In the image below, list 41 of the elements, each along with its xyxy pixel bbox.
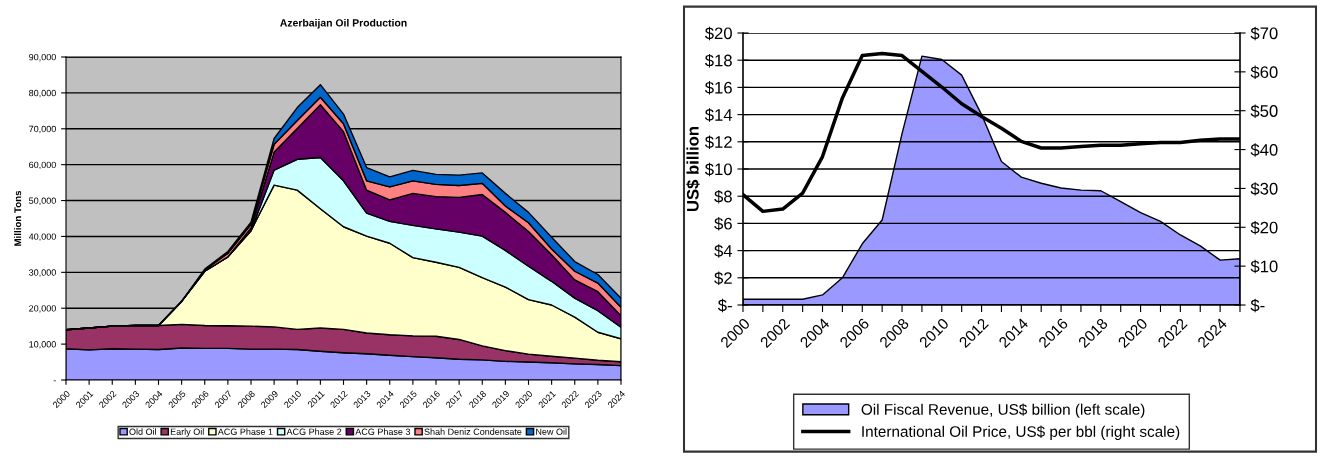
y-tick-label: $8 xyxy=(714,189,732,204)
y2-tick-label: $20 xyxy=(1250,220,1278,235)
y2-tick-label: $40 xyxy=(1250,143,1278,157)
legend-label: ACG Phase 3 xyxy=(355,428,411,435)
y2-tick-label: $10 xyxy=(1250,259,1278,274)
legend-label: Shah Deniz Condensate xyxy=(424,428,522,435)
y-tick-label: $6 xyxy=(714,217,732,231)
legend-label: ACG Phase 1 xyxy=(217,428,273,435)
y-tick-label: - xyxy=(53,380,56,382)
legend-label: Oil Fiscal Revenue, US$ billion (left scale) xyxy=(861,403,1145,418)
y-tick-label: 60,000 xyxy=(29,161,56,170)
y-tick-label: $4 xyxy=(714,244,733,258)
y-tick-label: 70,000 xyxy=(29,125,56,134)
legend-label: Early Oil xyxy=(170,428,204,437)
y-tick-label: 20,000 xyxy=(29,305,56,313)
y-tick-label: $14 xyxy=(704,108,733,122)
y2-tick-label: $60 xyxy=(1250,65,1278,80)
y2-tick-label: $- xyxy=(1250,298,1265,313)
y-axis-title: US$ billion xyxy=(686,126,700,212)
y-tick-label: $18 xyxy=(704,53,732,68)
y-tick-label: 40,000 xyxy=(28,233,56,241)
y-tick-label: $- xyxy=(717,298,732,313)
legend-label: International Oil Price, US$ per bbl (right scale) xyxy=(862,425,1180,440)
y-tick-label: $2 xyxy=(714,271,732,285)
y2-tick-label: $30 xyxy=(1250,182,1278,196)
legend-label: ACG Phase 2 xyxy=(286,428,342,435)
y-tick-label: 90,000 xyxy=(29,53,56,62)
y-tick-label: $20 xyxy=(704,26,732,41)
y-tick-label: $10 xyxy=(704,162,732,177)
chart-title: Azerbaijan Oil Production xyxy=(280,18,407,29)
y-tick-label: 50,000 xyxy=(29,197,56,205)
legend-label: New Oil xyxy=(536,428,567,435)
y-tick-label: 80,000 xyxy=(29,89,56,98)
y-tick-label: $12 xyxy=(704,135,732,149)
y-axis-title: Million Tons xyxy=(14,190,22,246)
y-tick-label: 10,000 xyxy=(29,341,56,349)
legend-label: Old Oil xyxy=(129,428,156,435)
y-tick-label: 30,000 xyxy=(29,269,56,277)
y2-tick-label: $50 xyxy=(1250,104,1278,118)
y2-tick-label: $70 xyxy=(1250,26,1278,41)
y-tick-label: $16 xyxy=(704,81,732,95)
